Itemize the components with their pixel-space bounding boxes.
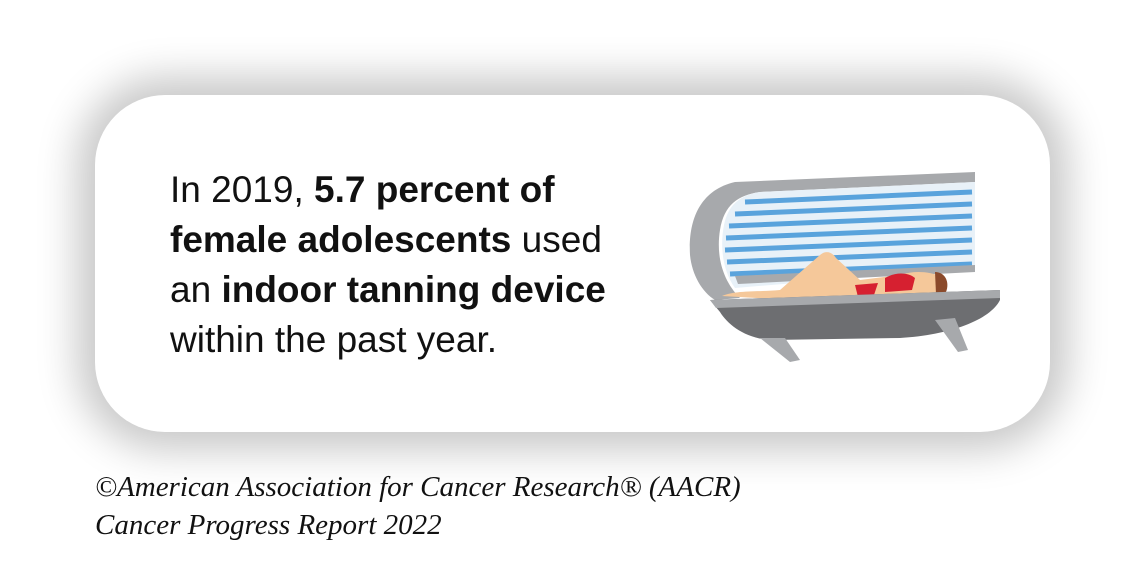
statement-text: female adolescents	[170, 219, 512, 260]
statement-line: In 2019, 5.7 percent of	[170, 165, 606, 215]
statement-text: an	[170, 269, 222, 310]
tanning-bed-illustration	[689, 172, 1000, 362]
statement-text: used	[511, 219, 602, 260]
credit: ©American Association for Cancer Researc…	[95, 468, 741, 544]
credit-line: ©American Association for Cancer Researc…	[95, 471, 741, 503]
statement-text: 5.7 percent of	[314, 169, 555, 210]
credit-line: Cancer Progress Report 2022	[95, 509, 442, 541]
statement: In 2019, 5.7 percent of female adolescent…	[170, 165, 606, 365]
statement-text: In 2019,	[170, 169, 315, 210]
statement-line: within the past year.	[170, 315, 606, 365]
statement-line: an indoor tanning device	[170, 265, 606, 315]
statement-line: female adolescents used	[170, 215, 606, 265]
statement-text: indoor tanning device	[221, 269, 606, 310]
statement-text: within the past year.	[170, 319, 498, 360]
